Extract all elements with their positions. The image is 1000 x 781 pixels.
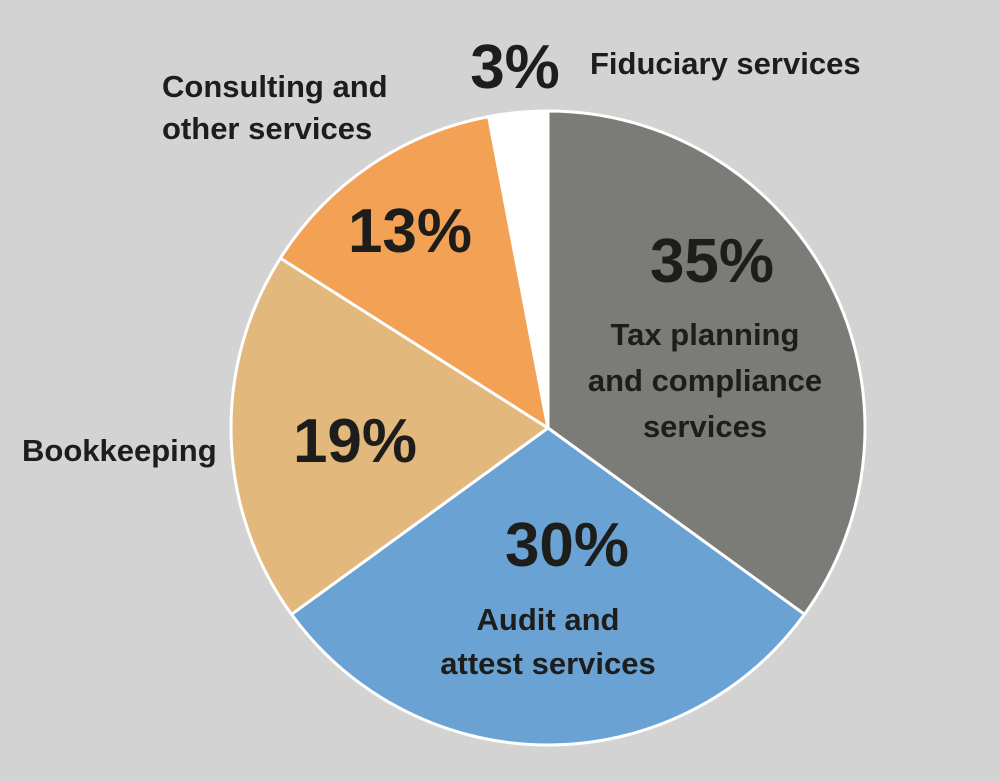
category-label-line: Audit and [477,602,620,637]
slices-layer [229,109,867,747]
category-label-line: Tax planning [611,317,800,352]
pie-slice-bookkeeping [229,256,550,616]
percent-label-consulting-and-other-services: 13% [348,197,472,266]
category-label-bookkeeping: Bookkeeping [22,433,217,468]
category-label-tax-planning-and-compliance-services: Tax planning and compliance services [588,317,822,444]
category-label-line: attest services [440,646,655,681]
percent-label-audit-and-attest-services: 30% [505,511,629,580]
pie-slice-tax-planning-and-compliance-services [546,109,867,616]
percent-label-tax-planning-and-compliance-services: 35% [650,227,774,296]
pie-slice-consulting-and-other-services [278,115,550,430]
category-label-line: services [643,409,767,444]
category-label-consulting-and-other-services: Consulting and other services [162,69,388,146]
category-label-line: Fiduciary services [590,46,861,81]
category-label-audit-and-attest-services: Audit and attest services [440,602,655,681]
category-label-line: Consulting and [162,69,388,104]
percent-label-bookkeeping: 19% [293,407,417,476]
labels-layer: 35% Tax planning and compliance services 30%… [22,33,861,681]
pie-slice-audit-and-attest-services [290,426,806,747]
category-label-fiduciary-services: Fiduciary services [590,46,861,81]
percent-label-fiduciary-services: 3% [470,33,560,102]
category-label-line: Bookkeeping [22,433,217,468]
pie-slice-fiduciary-services [487,109,550,430]
category-label-line: and compliance [588,363,822,398]
category-label-line: other services [162,111,372,146]
